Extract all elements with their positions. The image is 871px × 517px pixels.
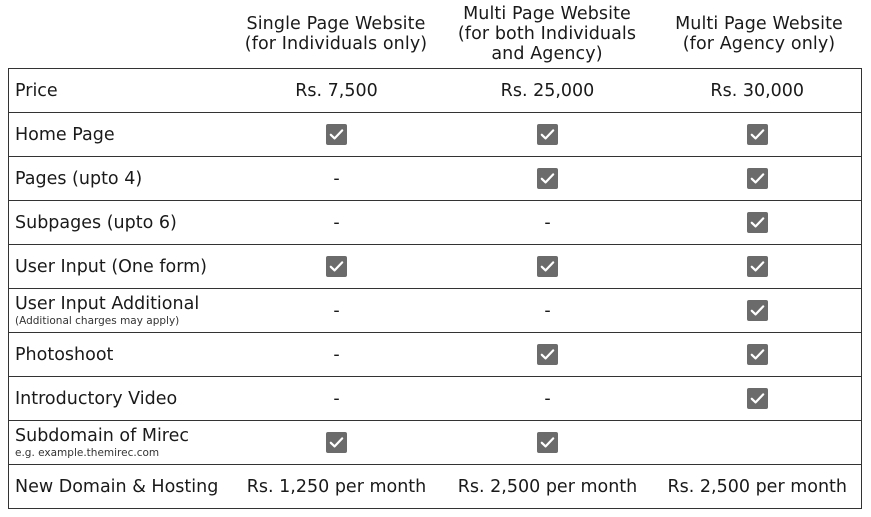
value-cell	[231, 112, 442, 157]
checkbox-checked-icon	[746, 344, 768, 365]
not-included-dash: -	[544, 300, 551, 321]
checkbox-checked-icon	[326, 256, 347, 277]
pricing-comparison-table: Price Rs. 7,500 Rs. 25,000 Rs. 30,000 Home P…	[8, 68, 862, 509]
not-included-dash: -	[544, 388, 551, 409]
column-header-multi-page-agency: Multi Page Website (for Agency only)	[675, 14, 843, 54]
value-cell: -	[231, 288, 442, 333]
feature-label: User Input Additional	[15, 294, 200, 314]
checkbox-checked-icon	[746, 300, 768, 321]
feature-cell: Subpages (upto 6)	[8, 200, 232, 245]
feature-cell: Introductory Video	[8, 376, 232, 421]
feature-cell: Price	[8, 68, 232, 113]
column-header-row: Single Page Website (for Individuals onl…	[0, 0, 871, 68]
value-cell	[653, 200, 862, 245]
value-cell: Rs. 2,500 per month	[653, 464, 862, 509]
table-row: Pages (upto 4) -	[8, 156, 862, 201]
checkbox-checked-icon	[537, 124, 558, 145]
value-cell	[653, 244, 862, 289]
value-cell	[441, 244, 654, 289]
not-included-dash: -	[333, 212, 340, 233]
value-cell	[653, 112, 862, 157]
value-cell	[653, 420, 862, 465]
table-row: Home Page	[8, 112, 862, 157]
value-cell: -	[441, 200, 654, 245]
feature-label: User Input (One form)	[15, 256, 207, 277]
value-cell: -	[231, 156, 442, 201]
value-cell: -	[441, 376, 654, 421]
feature-label: Subpages (upto 6)	[15, 212, 177, 233]
table-row: Subpages (upto 6) - -	[8, 200, 862, 245]
feature-cell: User Input Additional (Additional charges…	[8, 288, 232, 333]
checkbox-checked-icon	[746, 212, 768, 233]
value-cell: Rs. 2,500 per month	[441, 464, 654, 509]
feature-label: Pages (upto 4)	[15, 168, 143, 189]
table-row: User Input Additional (Additional charges…	[8, 288, 862, 333]
column-header-multi-page-both: Multi Page Website (for both Individuals…	[457, 4, 637, 64]
value-cell: -	[441, 288, 654, 333]
checkbox-checked-icon	[746, 256, 768, 277]
value-cell	[653, 156, 862, 201]
checkbox-checked-icon	[537, 256, 558, 277]
feature-label: Introductory Video	[15, 388, 178, 409]
cell-value: Rs. 30,000	[710, 80, 805, 101]
feature-cell: Photoshoot	[8, 332, 232, 377]
value-cell	[441, 332, 654, 377]
table-row: Photoshoot -	[8, 332, 862, 377]
feature-label: Home Page	[15, 124, 115, 145]
value-cell	[441, 156, 654, 201]
table-row: Subdomain of Mirec e.g. example.themirec.…	[8, 420, 862, 465]
feature-cell: User Input (One form)	[8, 244, 232, 289]
checkbox-checked-icon	[537, 168, 558, 189]
value-cell: Rs. 7,500	[231, 68, 442, 113]
cell-value: Rs. 1,250 per month	[246, 476, 427, 497]
cell-value: Rs. 25,000	[500, 80, 595, 101]
value-cell: Rs. 25,000	[441, 68, 654, 113]
feature-label: Photoshoot	[15, 344, 114, 365]
not-included-dash: -	[333, 344, 340, 365]
value-cell	[441, 420, 654, 465]
feature-note: (Additional charges may apply)	[15, 315, 180, 327]
table-row: Introductory Video - -	[8, 376, 862, 421]
feature-cell: New Domain & Hosting	[8, 464, 232, 509]
checkbox-checked-icon	[326, 432, 347, 453]
checkbox-checked-icon	[537, 432, 558, 453]
value-cell	[231, 420, 442, 465]
checkbox-checked-icon	[746, 124, 768, 145]
not-included-dash: -	[333, 388, 340, 409]
feature-label: Subdomain of Mirec	[15, 426, 190, 446]
value-cell	[653, 288, 862, 333]
checkbox-checked-icon	[746, 168, 768, 189]
value-cell: -	[231, 332, 442, 377]
checkbox-checked-icon	[326, 124, 347, 145]
value-cell	[653, 376, 862, 421]
table-row: Price Rs. 7,500 Rs. 25,000 Rs. 30,000	[8, 68, 862, 113]
pricing-table-body: Price Rs. 7,500 Rs. 25,000 Rs. 30,000 Home P…	[8, 68, 862, 509]
value-cell	[231, 244, 442, 289]
cell-value: Rs. 7,500	[295, 80, 378, 101]
feature-label: New Domain & Hosting	[15, 476, 219, 497]
cell-value: Rs. 2,500 per month	[457, 476, 638, 497]
value-cell: -	[231, 200, 442, 245]
value-cell: -	[231, 376, 442, 421]
feature-cell: Subdomain of Mirec e.g. example.themirec.…	[8, 420, 232, 465]
table-row: New Domain & Hosting Rs. 1,250 per month R…	[8, 464, 862, 509]
value-cell: Rs. 30,000	[653, 68, 862, 113]
feature-label: Price	[15, 80, 58, 101]
table-row: User Input (One form)	[8, 244, 862, 289]
checkbox-checked-icon	[537, 344, 558, 365]
column-header-single-page: Single Page Website (for Individuals onl…	[244, 14, 428, 54]
feature-cell: Home Page	[8, 112, 232, 157]
feature-cell: Pages (upto 4)	[8, 156, 232, 201]
value-cell	[653, 332, 862, 377]
checkbox-checked-icon	[746, 388, 768, 409]
not-included-dash: -	[333, 168, 340, 189]
cell-value: Rs. 2,500 per month	[667, 476, 848, 497]
not-included-dash: -	[544, 212, 551, 233]
value-cell	[441, 112, 654, 157]
feature-note: e.g. example.themirec.com	[15, 447, 160, 459]
value-cell: Rs. 1,250 per month	[231, 464, 442, 509]
not-included-dash: -	[333, 300, 340, 321]
